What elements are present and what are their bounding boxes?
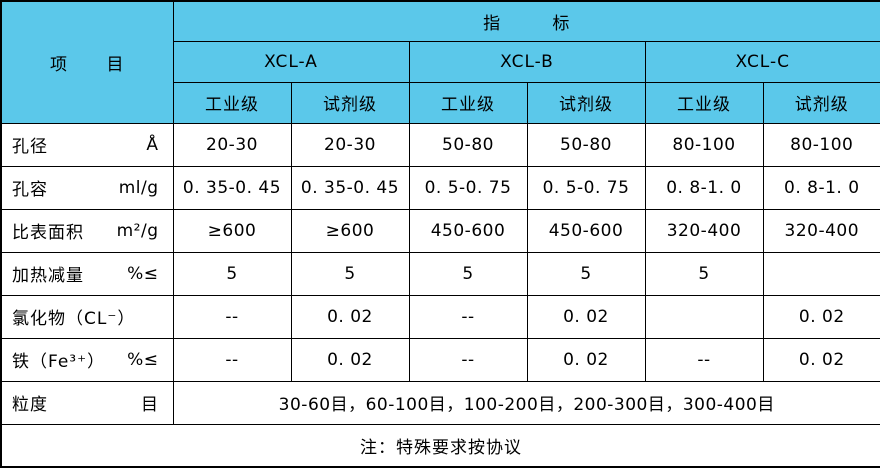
spec-value: 0. 02 [290,294,410,339]
row-name: 孔径 [12,137,48,157]
table-row-heating-loss: 加热减量 %≤ 5 5 5 5 5 [0,251,880,296]
spec-value: -- [172,337,292,382]
spec-value: 5 [172,251,292,296]
spec-value: 0. 02 [762,337,880,382]
table-row-pore-volume: 孔容 ml/g 0. 35-0. 45 0. 35-0. 45 0. 5-0. … [0,165,880,210]
spec-value: 0. 5-0. 75 [408,165,528,210]
row-name: 比表面积 [12,223,84,243]
row-unit: m²/g [116,220,159,241]
grade-header-reagent-c: 试剂级 [762,81,880,124]
spec-value: -- [644,337,764,382]
spec-value: 80-100 [644,122,764,167]
spec-value [644,294,764,339]
spec-value: -- [408,294,528,339]
group-header-xcl-b: XCL-B [408,40,646,83]
grade-header-industrial-b: 工业级 [408,81,528,124]
spec-value: ≥600 [290,208,410,253]
grade-header-reagent-a: 试剂级 [290,81,410,124]
item-header-cell: 项 目 [0,0,174,124]
table-row-chloride: 氯化物（CL⁻） -- 0. 02 -- 0. 02 0. 02 [0,294,880,339]
spec-value: 0. 02 [526,337,646,382]
group-header-xcl-a: XCL-A [172,40,410,83]
spec-value: 320-400 [762,208,880,253]
row-unit: Å [146,134,159,155]
table-row-pore-diameter: 孔径 Å 20-30 20-30 50-80 50-80 80-100 80-1… [0,122,880,167]
spec-value: 20-30 [290,122,410,167]
spec-value: -- [172,294,292,339]
group-header-xcl-c: XCL-C [644,40,880,83]
spec-value: 20-30 [172,122,292,167]
grade-header-reagent-b: 试剂级 [526,81,646,124]
spec-value: 0. 02 [526,294,646,339]
row-unit: 目 [141,395,159,415]
row-label-cell: 加热减量 %≤ [0,251,174,296]
table-row-note: 注：特殊要求按协议 [0,423,880,468]
row-name: 铁（Fe³⁺） [12,352,106,372]
spec-value: 450-600 [526,208,646,253]
table-row-granularity: 粒度 目 30-60目，60-100目，100-200目，200-300目，30… [0,380,880,425]
table-row-iron: 铁（Fe³⁺） %≤ -- 0. 02 -- 0. 02 -- 0. 02 [0,337,880,382]
spec-value: 80-100 [762,122,880,167]
table-row-surface-area: 比表面积 m²/g ≥600 ≥600 450-600 450-600 320-… [0,208,880,253]
spec-value: 50-80 [408,122,528,167]
row-name: 孔容 [12,180,48,200]
spec-value: 320-400 [644,208,764,253]
row-label-cell: 粒度 目 [0,380,174,425]
row-label-cell: 比表面积 m²/g [0,208,174,253]
granularity-value: 30-60目，60-100目，100-200目，200-300目，300-400… [172,380,880,425]
spec-value: 0. 02 [762,294,880,339]
spec-value: 5 [408,251,528,296]
spec-value: 0. 8-1. 0 [644,165,764,210]
indicator-header-cell: 指 标 [172,0,880,42]
row-unit: %≤ [127,263,159,284]
spec-value [762,251,880,296]
spec-value: -- [408,337,528,382]
row-name: 加热减量 [12,266,84,286]
row-name: 氯化物（CL⁻） [12,309,136,329]
spec-value: 0. 8-1. 0 [762,165,880,210]
grade-header-industrial-c: 工业级 [644,81,764,124]
row-unit: ml/g [118,177,159,198]
row-unit: %≤ [127,349,159,370]
spec-value: ≥600 [172,208,292,253]
row-label-cell: 氯化物（CL⁻） [0,294,174,339]
row-name: 粒度 [12,395,48,415]
spec-value: 0. 5-0. 75 [526,165,646,210]
row-label-cell: 铁（Fe³⁺） %≤ [0,337,174,382]
spec-value: 0. 35-0. 45 [290,165,410,210]
grade-header-industrial-a: 工业级 [172,81,292,124]
spec-value: 0. 35-0. 45 [172,165,292,210]
spec-value: 450-600 [408,208,528,253]
note-text: 注：特殊要求按协议 [0,423,880,468]
row-label-cell: 孔容 ml/g [0,165,174,210]
spec-value: 5 [644,251,764,296]
spec-value: 50-80 [526,122,646,167]
spec-value: 5 [290,251,410,296]
spec-value: 5 [526,251,646,296]
spec-value: 0. 02 [290,337,410,382]
row-label-cell: 孔径 Å [0,122,174,167]
